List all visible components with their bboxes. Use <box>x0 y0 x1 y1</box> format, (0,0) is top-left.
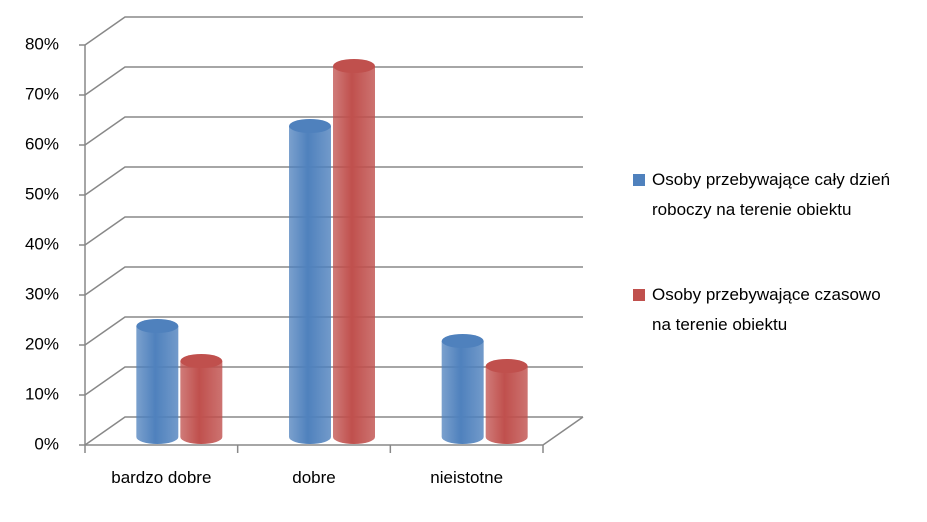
y-tick-label: 0% <box>34 434 59 453</box>
grid-line <box>84 166 583 196</box>
bar-top <box>441 334 484 348</box>
grid-line <box>84 266 583 296</box>
bar <box>289 126 331 444</box>
bar <box>485 366 528 444</box>
x-tick-label: bardzo dobre <box>111 468 212 487</box>
bar <box>441 341 484 444</box>
bar <box>136 326 179 444</box>
bar-top <box>136 319 179 333</box>
y-tick-label: 50% <box>25 184 59 203</box>
bar-top <box>289 119 331 133</box>
grid-line <box>84 366 583 396</box>
grid-line <box>84 216 583 246</box>
y-tick-label: 10% <box>25 384 59 403</box>
legend-label: Osoby przebywające cały dzień roboczy na… <box>652 170 891 219</box>
y-tick-label: 80% <box>25 34 59 53</box>
y-tick-label: 70% <box>25 84 59 103</box>
x-tick-label: nieistotne <box>430 468 504 487</box>
bar-top <box>485 359 528 373</box>
grid-line <box>84 16 583 46</box>
y-tick-label: 60% <box>25 134 59 153</box>
legend-swatch <box>633 174 645 186</box>
legend-swatch <box>633 289 645 301</box>
bar <box>333 66 375 444</box>
legend-label: Osoby przebywające czasowo na terenie ob… <box>652 285 881 334</box>
y-tick-label: 40% <box>25 234 59 253</box>
y-tick-label: 20% <box>25 334 59 353</box>
grid-line <box>84 66 583 96</box>
grid-line <box>84 416 583 446</box>
bar-top <box>180 354 223 368</box>
bar-top <box>333 59 375 73</box>
grid-line <box>84 116 583 146</box>
grid-line <box>84 316 583 346</box>
bar <box>180 361 223 444</box>
y-tick-label: 30% <box>25 284 59 303</box>
x-tick-label: dobre <box>292 468 336 487</box>
